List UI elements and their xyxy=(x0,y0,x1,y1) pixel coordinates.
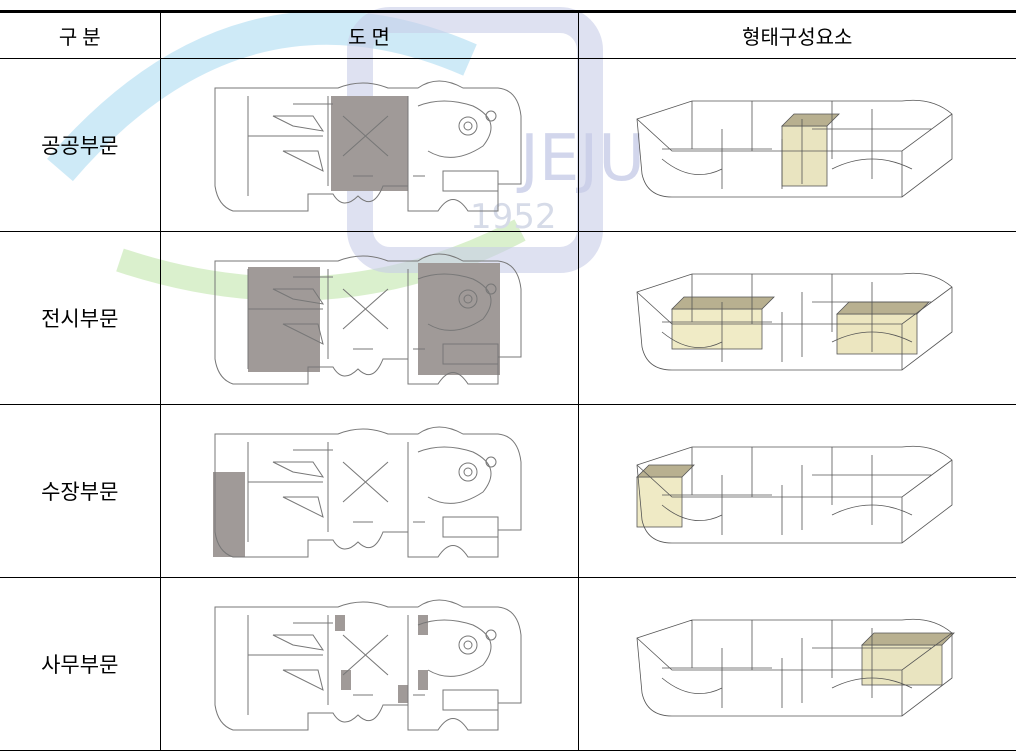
model-lines xyxy=(636,272,953,371)
plan-cell xyxy=(159,577,578,751)
table-row: 전시부문 xyxy=(0,231,1016,405)
form-model xyxy=(636,99,953,198)
highlight-area xyxy=(418,615,428,635)
header-cell: 형태구성요소 xyxy=(577,10,1016,59)
plan-cell xyxy=(159,58,578,232)
form-model xyxy=(636,445,953,544)
row-label: 사무부문 xyxy=(0,577,160,751)
model-top xyxy=(861,632,956,646)
highlight-area xyxy=(335,615,345,631)
model-block xyxy=(836,313,918,355)
table-row: 수장부문 xyxy=(0,404,1016,578)
plan-lines xyxy=(214,599,522,731)
model-block xyxy=(671,308,763,350)
model-cell xyxy=(577,404,1016,578)
highlight-area xyxy=(418,263,500,375)
plan-cell xyxy=(159,404,578,578)
form-model xyxy=(636,272,953,371)
plan-lines xyxy=(214,426,522,558)
highlight-area xyxy=(418,670,428,690)
form-model xyxy=(636,618,956,717)
highlight-area xyxy=(213,472,245,557)
table-body: 공공부문 전시부문 수장부문 사무부문 xyxy=(0,58,1016,751)
row-label: 수장부문 xyxy=(0,404,160,578)
model-lines xyxy=(636,445,953,544)
highlight-area xyxy=(248,267,320,372)
model-cell xyxy=(577,577,1016,751)
plan-cell xyxy=(159,231,578,405)
row-label: 공공부문 xyxy=(0,58,160,232)
table-row: 공공부문 xyxy=(0,58,1016,232)
model-block xyxy=(636,476,683,528)
model-cell xyxy=(577,231,1016,405)
model-top xyxy=(836,301,931,315)
highlight-area xyxy=(331,96,408,191)
model-block xyxy=(781,125,828,187)
floor-plan xyxy=(214,80,522,212)
table-row: 사무부문 xyxy=(0,577,1016,751)
floor-plan xyxy=(213,426,522,558)
highlight-area xyxy=(398,685,408,703)
model-top xyxy=(781,113,841,127)
floor-plan xyxy=(214,599,522,731)
model-cell xyxy=(577,58,1016,232)
model-top xyxy=(671,296,776,310)
highlight-area xyxy=(341,670,351,690)
header-cell: 도 면 xyxy=(159,10,578,59)
model-top xyxy=(636,464,696,478)
row-label: 전시부문 xyxy=(0,231,160,405)
floor-plan xyxy=(214,253,522,385)
header-cell: 구 분 xyxy=(0,10,160,59)
